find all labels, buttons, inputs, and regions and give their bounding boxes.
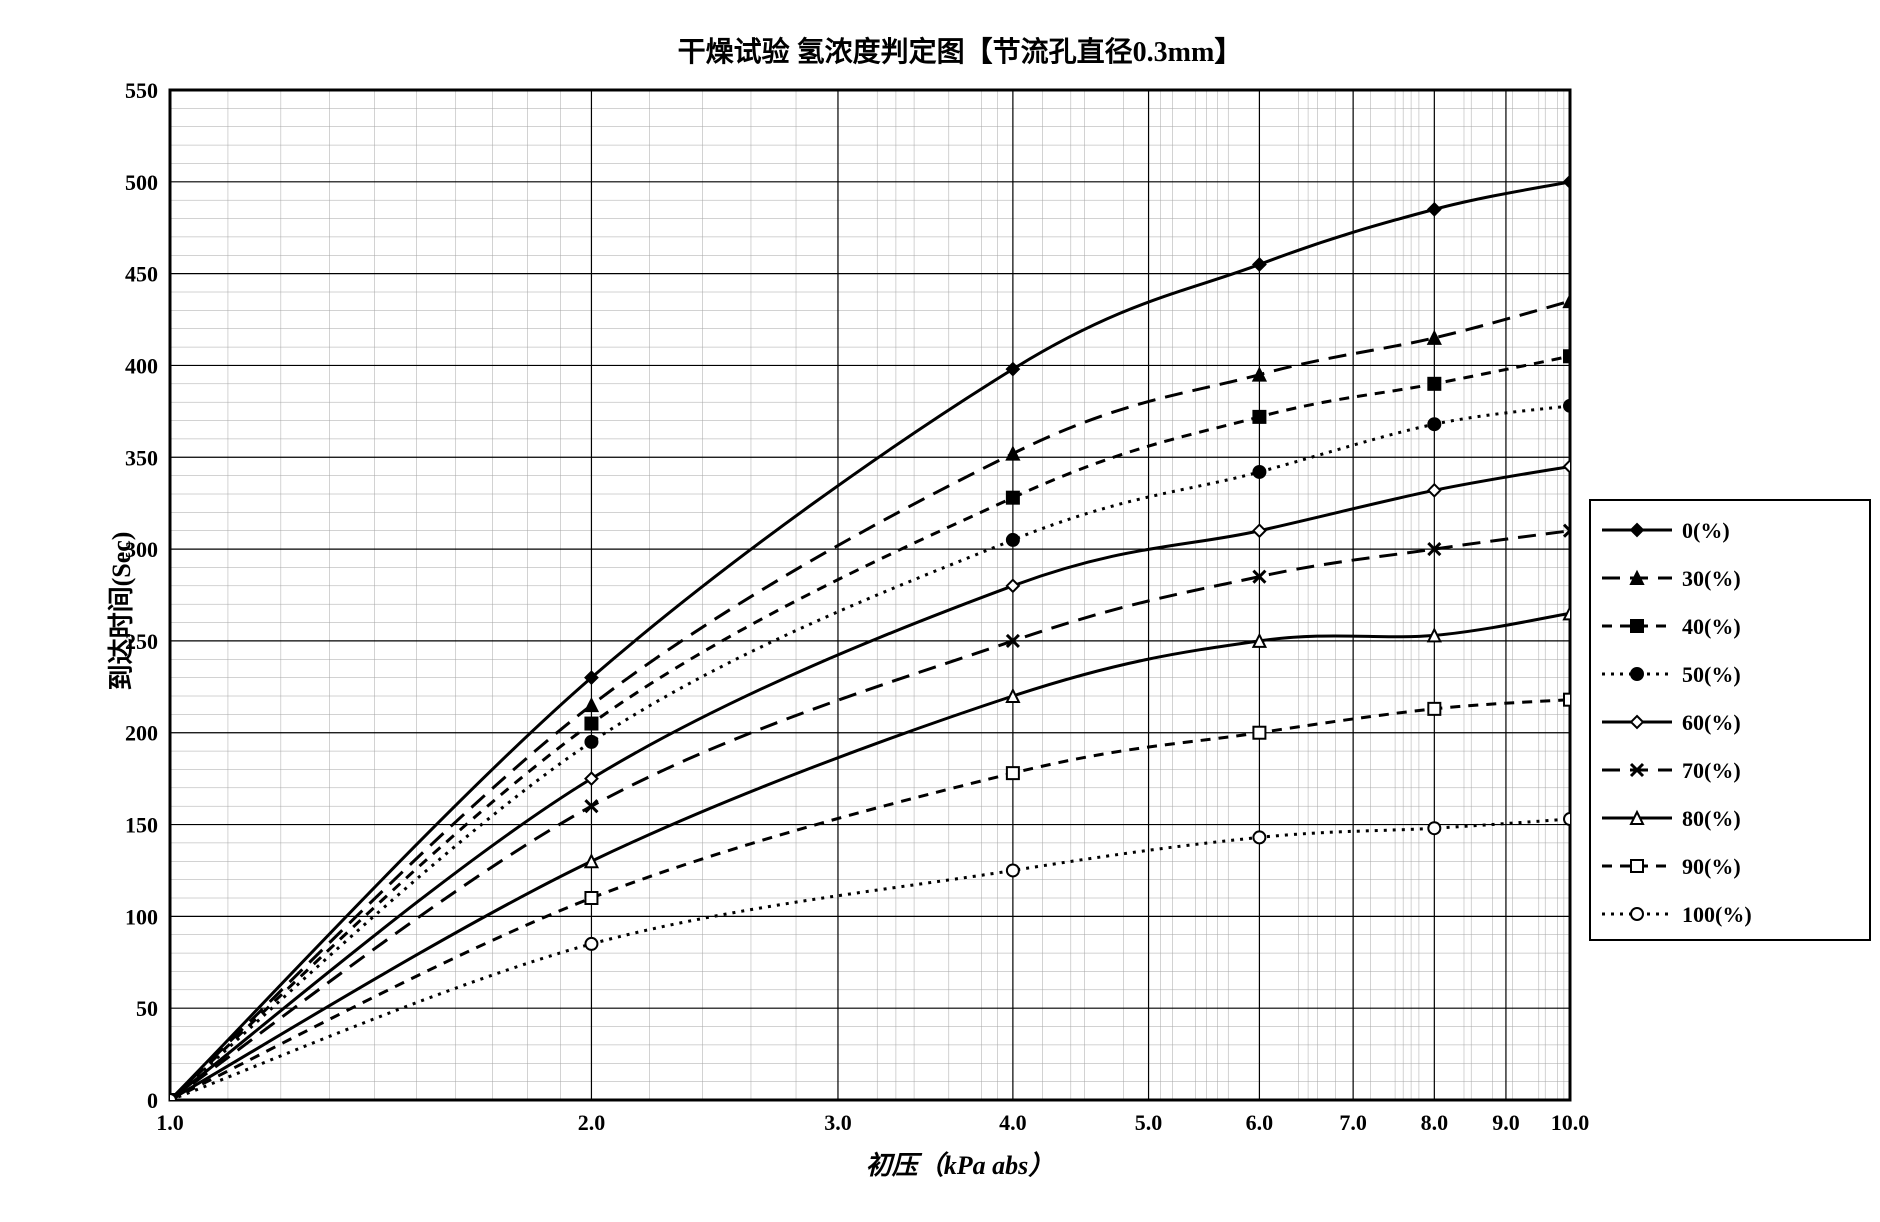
svg-text:500: 500 [125, 170, 158, 195]
svg-text:100: 100 [125, 904, 158, 929]
svg-text:150: 150 [125, 813, 158, 838]
svg-text:80(%): 80(%) [1682, 806, 1741, 831]
svg-text:6.0: 6.0 [1246, 1110, 1274, 1135]
svg-text:30(%): 30(%) [1682, 566, 1741, 591]
chart-plot: 0501001502002503003504004505005501.02.03… [20, 20, 1880, 1202]
y-axis-label: 到达时间(Sec) [101, 532, 138, 691]
svg-text:40(%): 40(%) [1682, 614, 1741, 639]
svg-text:200: 200 [125, 721, 158, 746]
svg-text:60(%): 60(%) [1682, 710, 1741, 735]
svg-text:10.0: 10.0 [1551, 1110, 1590, 1135]
svg-text:7.0: 7.0 [1339, 1110, 1367, 1135]
svg-text:2.0: 2.0 [578, 1110, 606, 1135]
svg-text:4.0: 4.0 [999, 1110, 1027, 1135]
x-axis-label: 初压（kPa abs） [20, 1145, 1880, 1182]
chart-title: 干燥试验 氢浓度判定图【节流孔直径0.3mm】 [20, 30, 1880, 70]
svg-text:50(%): 50(%) [1682, 662, 1741, 687]
svg-text:5.0: 5.0 [1135, 1110, 1163, 1135]
svg-text:8.0: 8.0 [1421, 1110, 1449, 1135]
svg-text:550: 550 [125, 78, 158, 103]
svg-text:90(%): 90(%) [1682, 854, 1741, 879]
svg-text:9.0: 9.0 [1492, 1110, 1520, 1135]
svg-text:70(%): 70(%) [1682, 758, 1741, 783]
chart-container: 干燥试验 氢浓度判定图【节流孔直径0.3mm】 到达时间(Sec) 初压（kPa… [20, 20, 1880, 1202]
svg-text:450: 450 [125, 262, 158, 287]
svg-text:400: 400 [125, 353, 158, 378]
svg-text:0(%): 0(%) [1682, 518, 1730, 543]
svg-text:3.0: 3.0 [824, 1110, 852, 1135]
svg-text:350: 350 [125, 445, 158, 470]
svg-text:50: 50 [136, 996, 158, 1021]
svg-text:100(%): 100(%) [1682, 902, 1752, 927]
svg-text:1.0: 1.0 [156, 1110, 184, 1135]
